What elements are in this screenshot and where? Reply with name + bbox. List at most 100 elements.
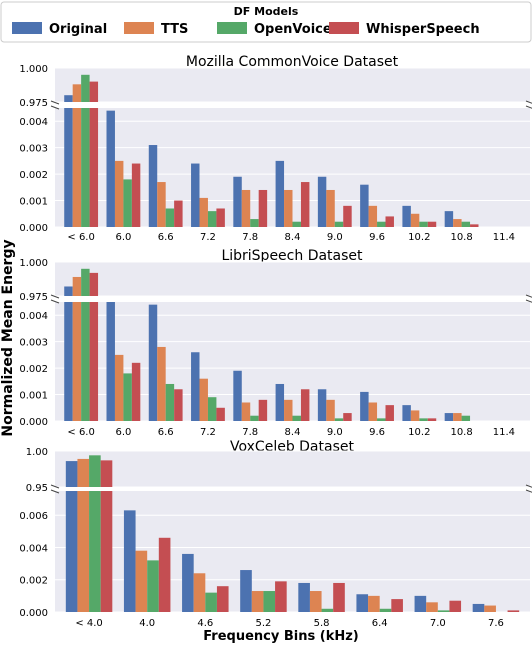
bar: [410, 213, 420, 227]
bar: [284, 399, 293, 421]
bar: [89, 302, 99, 421]
axis-break-mark: [50, 484, 60, 494]
bar: [72, 302, 82, 421]
bar: [123, 510, 136, 612]
bar: [131, 163, 141, 227]
bar: [114, 160, 124, 227]
x-tick-label: < 6.0: [67, 232, 94, 243]
legend-label: WhisperSpeech: [366, 22, 480, 37]
bar: [64, 108, 73, 227]
bar-upper: [72, 84, 82, 102]
bar: [250, 415, 259, 421]
x-tick-label: 4.0: [139, 618, 155, 629]
bar: [106, 302, 115, 421]
y-tick-label: 0.001: [19, 391, 48, 402]
bar: [484, 605, 496, 612]
bar-upper: [64, 286, 73, 296]
bar: [292, 415, 301, 421]
bar: [81, 302, 90, 421]
y-tick-label: 0.975: [19, 98, 48, 109]
bar: [292, 221, 301, 227]
bar-upper: [65, 461, 78, 487]
bar: [165, 208, 175, 227]
bar: [233, 176, 242, 227]
legend-label: Original: [49, 22, 107, 37]
bar: [300, 389, 310, 421]
legend-title: DF Models: [234, 5, 299, 18]
bar: [207, 397, 217, 421]
bar: [333, 582, 345, 612]
bar: [317, 389, 327, 421]
bar: [402, 205, 411, 227]
x-tick-label: 7.8: [242, 232, 258, 243]
y-tick-label: 0.002: [19, 170, 48, 181]
bar: [123, 373, 132, 421]
x-tick-label: 8.4: [285, 427, 301, 438]
bar: [148, 145, 158, 227]
y-tick-label: 0.000: [19, 608, 48, 619]
bar: [360, 391, 369, 421]
panel: LibriSpeech Dataset 1.000 0.975 0.000 0.001 0…: [19, 248, 532, 438]
x-tick-label: 4.6: [197, 618, 213, 629]
y-tick-label: 0.002: [19, 364, 48, 375]
bar-upper: [77, 458, 90, 487]
bar: [402, 405, 411, 421]
y-tick-label: 0.975: [19, 292, 48, 303]
bar: [368, 402, 378, 421]
axis-break-mark: [525, 484, 532, 493]
bar: [77, 491, 90, 612]
x-tick-label: 7.6: [488, 618, 504, 629]
x-tick-label: 6.6: [158, 232, 174, 243]
bar: [131, 362, 141, 421]
x-tick-label: 10.8: [450, 427, 472, 438]
y-tick-label: 0.004: [19, 311, 48, 322]
bar: [437, 610, 450, 612]
x-tick-label: 6.0: [115, 427, 131, 438]
x-tick-label: 8.4: [285, 232, 301, 243]
x-tick-label: 7.2: [200, 232, 216, 243]
x-tick-label: 7.0: [430, 618, 446, 629]
bar: [193, 573, 206, 612]
x-tick-label: 10.2: [408, 232, 430, 243]
bar: [343, 205, 352, 227]
panel: Mozilla CommonVoice Dataset 1.000 0.975 0.0…: [19, 54, 532, 243]
x-tick-label: 9.0: [327, 427, 343, 438]
bar: [241, 402, 251, 421]
bar: [106, 110, 115, 227]
panel: VoxCeleb Dataset1.000.950.0000.0020.0040…: [19, 439, 532, 629]
bar-upper: [89, 455, 101, 487]
bar: [368, 595, 380, 612]
bar: [419, 221, 428, 227]
bar: [72, 108, 82, 227]
x-tick-label: 9.6: [369, 427, 385, 438]
axis-break-mark: [50, 294, 60, 304]
x-tick-label: 9.0: [327, 232, 343, 243]
bar: [391, 599, 403, 612]
bar: [427, 221, 437, 227]
bar: [449, 600, 462, 612]
x-tick-label: 7.8: [242, 427, 258, 438]
bar: [240, 570, 252, 612]
bar: [326, 399, 335, 421]
x-tick-label: 7.2: [200, 427, 216, 438]
bar: [461, 221, 471, 227]
y-tick-label: 0.003: [19, 338, 48, 349]
bar-upper: [72, 276, 82, 296]
y-axis-label: Normalized Mean Energy: [0, 239, 16, 436]
bar-upper: [64, 95, 73, 102]
y-tick-label: 0.000: [19, 223, 48, 234]
bar: [182, 553, 194, 612]
legend-swatch: [124, 22, 154, 34]
bar: [385, 216, 394, 227]
bar: [114, 354, 124, 421]
bar: [174, 200, 183, 227]
bar: [199, 197, 208, 227]
y-tick-label: 1.000: [19, 258, 48, 269]
bar: [356, 594, 369, 612]
bar: [216, 586, 229, 612]
bar: [444, 211, 454, 227]
bar: [507, 610, 520, 612]
bar: [251, 591, 264, 612]
legend-swatch: [217, 22, 247, 34]
